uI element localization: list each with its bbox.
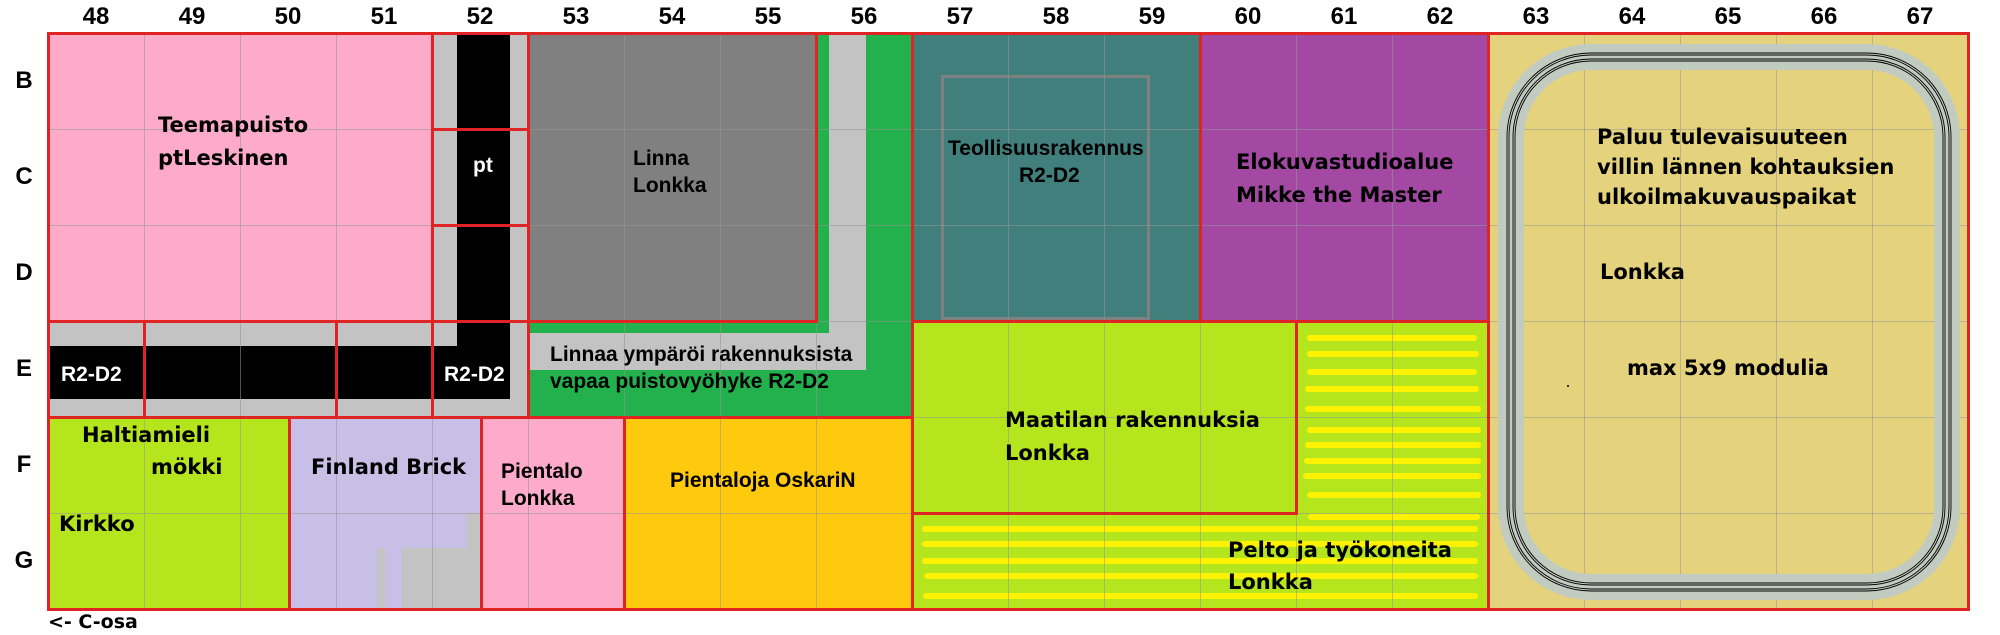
row-header: G xyxy=(14,547,34,574)
label-teollisuus-owner: R2-D2 xyxy=(1019,164,1080,187)
label-paluu-3: ulkoilmakuvauspaikat xyxy=(1597,185,1857,209)
label-maatila-owner: Lonkka xyxy=(1005,441,1090,465)
label-paluu-owner: Lonkka xyxy=(1600,260,1685,284)
column-header: 58 xyxy=(1042,3,1070,30)
gray-patch xyxy=(377,548,385,609)
label-puistovyohyke: Linnaa ympäröi rakennuksista xyxy=(550,343,853,366)
label-road-r2d2: R2-D2 xyxy=(61,363,122,386)
label-teemapuisto-owner: ptLeskinen xyxy=(158,146,289,170)
column-header: 60 xyxy=(1234,3,1262,30)
railway-track-icon xyxy=(1498,44,1960,600)
label-teemapuisto: Teemapuisto xyxy=(158,113,309,137)
column-header: 63 xyxy=(1522,3,1550,30)
column-header: 56 xyxy=(850,3,878,30)
row-header: B xyxy=(15,67,33,94)
road-vertical xyxy=(457,33,510,399)
label-road-r2d2-corner: R2-D2 xyxy=(444,363,505,386)
zone-teemapuisto[interactable] xyxy=(48,33,432,321)
label-maatila: Maatilan rakennuksia xyxy=(1005,408,1260,432)
label-pientalo: Pientalo xyxy=(501,460,583,483)
label-paluu-1: Paluu tulevaisuuteen xyxy=(1597,125,1848,149)
label-pientalo-owner: Lonkka xyxy=(501,487,575,510)
label-elokuva: Elokuvastudioalue xyxy=(1236,150,1454,174)
label-pientaloja: Pientaloja OskariN xyxy=(670,469,856,492)
column-header: 57 xyxy=(946,3,974,30)
path-vertical xyxy=(829,33,866,370)
label-paluu-note: max 5x9 modulia xyxy=(1627,356,1829,380)
column-header: 54 xyxy=(658,3,686,30)
label-pelto-owner: Lonkka xyxy=(1228,570,1313,594)
label-road-pt: pt xyxy=(473,154,493,177)
row-header: F xyxy=(16,451,32,478)
column-header: 61 xyxy=(1330,3,1358,30)
label-haltiamieli: Haltiamieli xyxy=(82,423,211,447)
label-teollisuus: Teollisuusrakennus xyxy=(948,137,1144,160)
row-header: E xyxy=(15,355,32,382)
row-header: D xyxy=(15,259,33,286)
zone-pientaloja[interactable] xyxy=(624,417,912,609)
column-header: 52 xyxy=(466,3,494,30)
row-header: C xyxy=(15,163,33,190)
label-linna-owner: Lonkka xyxy=(633,174,707,197)
column-header: 48 xyxy=(82,3,110,30)
column-header: 64 xyxy=(1618,3,1646,30)
building-outline xyxy=(941,75,1150,320)
column-header: 67 xyxy=(1906,3,1934,30)
column-header: 66 xyxy=(1810,3,1838,30)
column-header: 62 xyxy=(1426,3,1454,30)
column-header: 59 xyxy=(1138,3,1166,30)
label-linna: Linna xyxy=(633,147,689,170)
column-header: 65 xyxy=(1714,3,1742,30)
label-paluu-2: villin lännen kohtauksien xyxy=(1597,155,1895,179)
column-header: 50 xyxy=(274,3,302,30)
column-header: 49 xyxy=(178,3,206,30)
label-elokuva-owner: Mikke the Master xyxy=(1236,183,1442,207)
footer-note: <- C-osa xyxy=(48,611,138,633)
label-pelto: Pelto ja työkoneita xyxy=(1228,538,1452,562)
column-header: 55 xyxy=(754,3,782,30)
label-mokki: mökki xyxy=(151,455,223,479)
column-header: 51 xyxy=(370,3,398,30)
gray-patch xyxy=(402,548,481,609)
column-header: 53 xyxy=(562,3,590,30)
label-finland-brick: Finland Brick xyxy=(311,455,467,479)
label-puistovyohyke-2: vapaa puistovyöhyke R2-D2 xyxy=(550,370,829,393)
label-kirkko: Kirkko xyxy=(59,512,135,536)
